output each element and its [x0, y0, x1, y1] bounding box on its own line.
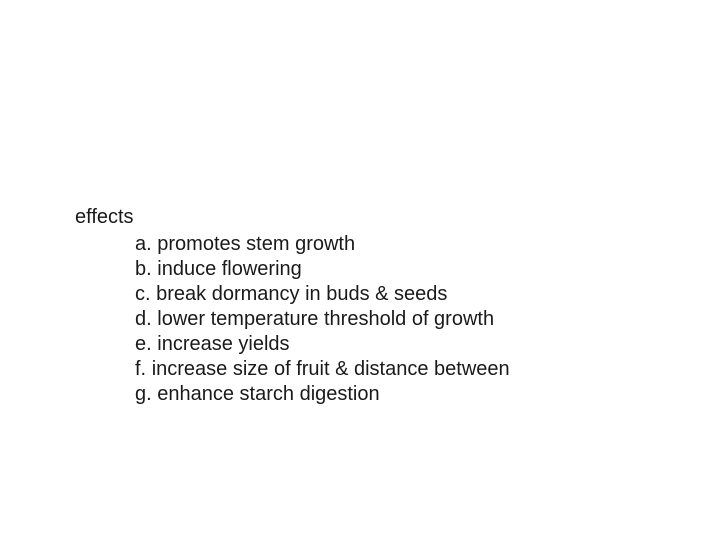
list-item: c. break dormancy in buds & seeds	[135, 282, 510, 307]
item-letter: f.	[135, 358, 146, 380]
item-letter: a.	[135, 233, 152, 255]
list-item: a. promotes stem growth	[135, 232, 510, 257]
item-letter: b.	[135, 258, 152, 280]
list-item: g. enhance starch digestion	[135, 382, 510, 407]
list-item: f. increase size of fruit & distance bet…	[135, 357, 510, 382]
item-text: promotes stem growth	[157, 233, 355, 255]
item-letter: e.	[135, 333, 152, 355]
item-text: lower temperature threshold of growth	[157, 308, 494, 330]
item-text: increase yields	[157, 333, 289, 355]
list-item: b. induce flowering	[135, 257, 510, 282]
heading-effects: effects	[75, 205, 510, 230]
item-letter: c.	[135, 283, 151, 305]
item-text: induce flowering	[157, 258, 302, 280]
item-letter: g.	[135, 383, 152, 405]
effects-list: a. promotes stem growth b. induce flower…	[135, 232, 510, 407]
item-text: increase size of fruit & distance betwee…	[152, 358, 510, 380]
list-item: e. increase yields	[135, 332, 510, 357]
item-text: break dormancy in buds & seeds	[156, 283, 447, 305]
list-item: d. lower temperature threshold of growth	[135, 307, 510, 332]
item-letter: d.	[135, 308, 152, 330]
slide: effects a. promotes stem growth b. induc…	[0, 0, 720, 540]
content-block: effects a. promotes stem growth b. induc…	[75, 205, 510, 407]
item-text: enhance starch digestion	[157, 383, 379, 405]
